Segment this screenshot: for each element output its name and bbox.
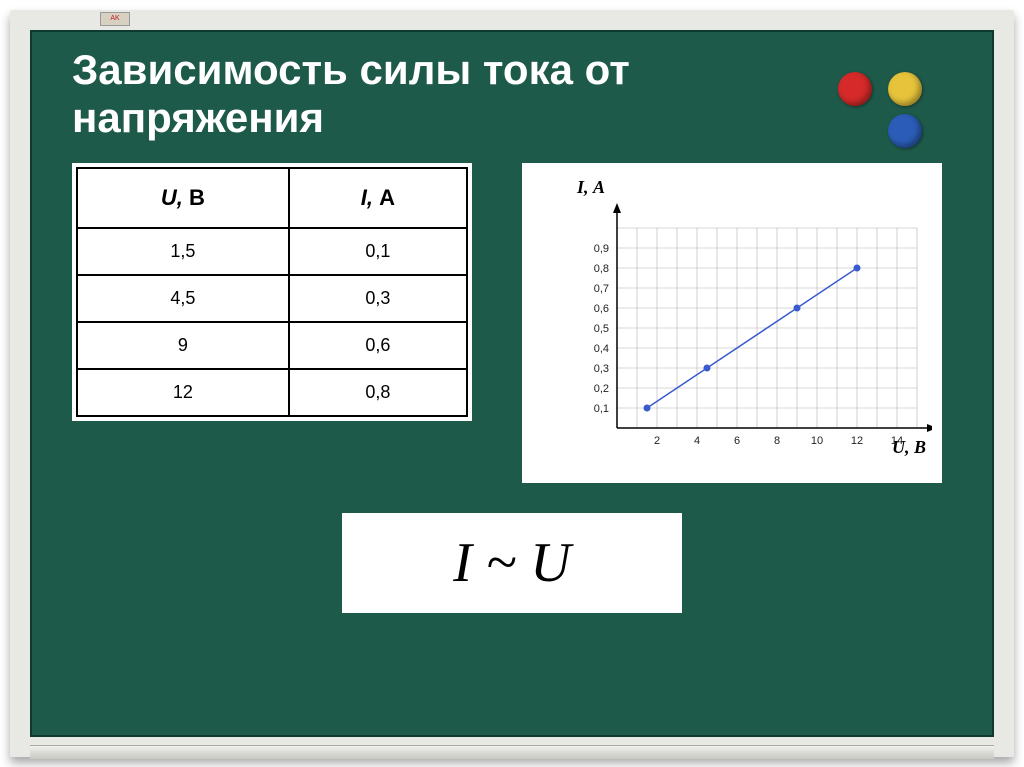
col-header-u: U, В	[77, 168, 289, 228]
cell: 0,8	[289, 369, 467, 416]
chart-panel: I, А U, В 24681012140,10,20,30,40,50,60,…	[522, 163, 942, 483]
cell: 9	[77, 322, 289, 369]
data-table: U, В I, А 1,5 0,1	[76, 167, 468, 417]
chart-line	[647, 268, 857, 408]
svg-text:0,1: 0,1	[594, 403, 609, 415]
table-row: 9 0,6	[77, 322, 467, 369]
brand-sticker: AK	[100, 12, 130, 26]
svg-text:0,8: 0,8	[594, 263, 609, 275]
table-row: 12 0,8	[77, 369, 467, 416]
svg-text:0,3: 0,3	[594, 363, 609, 375]
svg-text:4: 4	[694, 435, 700, 447]
svg-text:12: 12	[851, 435, 863, 447]
formula-panel: I ~ U	[342, 513, 682, 613]
svg-text:10: 10	[811, 435, 823, 447]
content-row: U, В I, А 1,5 0,1	[72, 163, 952, 483]
svg-text:2: 2	[654, 435, 660, 447]
svg-text:8: 8	[774, 435, 780, 447]
cell: 4,5	[77, 275, 289, 322]
chart-svg: I, А U, В 24681012140,10,20,30,40,50,60,…	[532, 173, 932, 473]
col-header-i: I, А	[289, 168, 467, 228]
table-row: 1,5 0,1	[77, 228, 467, 275]
svg-text:0,7: 0,7	[594, 283, 609, 295]
title-line1: Зависимость силы тока от	[72, 46, 630, 93]
col-i-unit: А	[379, 185, 395, 210]
cell: 0,6	[289, 322, 467, 369]
svg-text:6: 6	[734, 435, 740, 447]
slide-title: Зависимость силы тока от напряжения	[72, 46, 952, 143]
col-u-unit: В	[189, 185, 205, 210]
cell: 0,3	[289, 275, 467, 322]
col-i-symbol: I	[361, 185, 367, 210]
cell: 0,1	[289, 228, 467, 275]
chalkboard: Зависимость силы тока от напряжения U, В…	[30, 30, 994, 737]
svg-text:0,4: 0,4	[594, 343, 609, 355]
cell: 1,5	[77, 228, 289, 275]
table-row: 4,5 0,3	[77, 275, 467, 322]
svg-text:14: 14	[891, 435, 903, 447]
svg-text:0,9: 0,9	[594, 243, 609, 255]
whiteboard-frame: AK Зависимость силы тока от напряжения U…	[10, 10, 1014, 757]
svg-text:0,6: 0,6	[594, 303, 609, 315]
y-axis-label: I, А	[576, 177, 605, 197]
cell: 12	[77, 369, 289, 416]
col-u-symbol: U	[161, 185, 177, 210]
table-header-row: U, В I, А	[77, 168, 467, 228]
chart-axes	[613, 203, 932, 432]
magnet-yellow	[888, 72, 922, 106]
marker-tray	[30, 745, 994, 759]
title-line2: напряжения	[72, 94, 324, 141]
magnet-red	[838, 72, 872, 106]
table-body: 1,5 0,1 4,5 0,3 9 0,6 12	[77, 228, 467, 416]
data-table-panel: U, В I, А 1,5 0,1	[72, 163, 472, 421]
svg-text:0,5: 0,5	[594, 323, 609, 335]
svg-text:0,2: 0,2	[594, 383, 609, 395]
magnet-blue	[888, 114, 922, 148]
formula-text: I ~ U	[453, 532, 570, 594]
